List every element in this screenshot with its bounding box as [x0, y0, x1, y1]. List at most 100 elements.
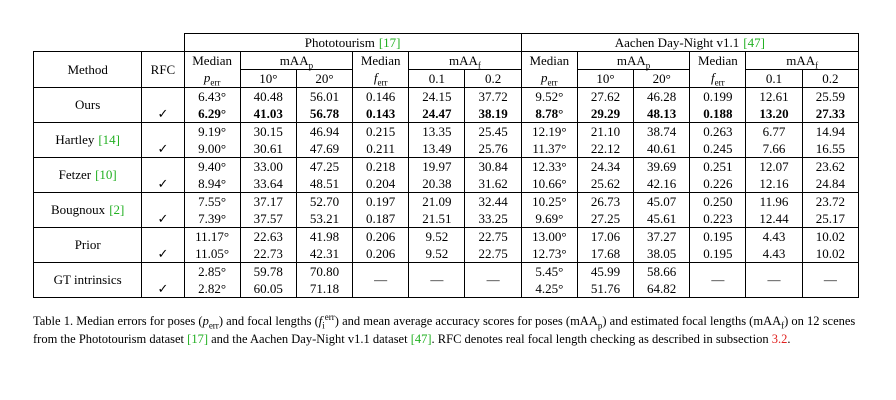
symbol: f	[373, 70, 378, 86]
value-cell: 56.78	[295, 105, 354, 123]
value-cell: 5.45°	[520, 262, 578, 280]
data-row: ✓ 8.94° 33.64 48.51 0.204 20.38 31.62 10.66° 25.…	[34, 175, 860, 193]
value-cell: 11.17°	[183, 227, 241, 245]
superscript: err	[324, 311, 335, 322]
value-cell: 40.61	[633, 140, 691, 158]
value-cell: 46.28	[633, 87, 691, 105]
rfc-cell: ✓	[141, 175, 185, 193]
value-cell: 48.13	[633, 105, 691, 123]
value-cell: 25.76	[464, 140, 522, 158]
value-cell: 2.82°	[183, 280, 241, 298]
column-subheader: perr	[183, 69, 241, 88]
value-cell: 10.66°	[520, 175, 578, 193]
rfc-cell	[141, 122, 185, 140]
method-name: Hartley [14]	[32, 122, 143, 158]
text: mAA	[616, 52, 646, 68]
data-row: ✓ 6.29° 41.03 56.78 0.143 24.47 38.19 8.78° 29.2…	[34, 105, 860, 123]
value-cell: 2.85°	[183, 262, 241, 280]
data-row: Bougnoux [2] 7.55° 37.17 52.70 0.197 21.09 32.4…	[32, 192, 860, 228]
data-row: ✓ 7.39° 37.57 53.21 0.187 21.51 33.25 9.69° 27.2…	[34, 210, 860, 228]
value-cell: 53.21	[295, 210, 354, 228]
table-body: Ours 6.43° 40.48 56.01 0.146 24.15 37.72 9.52° 2…	[32, 87, 860, 298]
text: 20°	[652, 70, 671, 86]
symbol: p	[202, 314, 209, 328]
value-cell: 40.48	[239, 87, 297, 105]
value-cell: 45.99	[576, 262, 635, 280]
text: Bougnoux	[51, 202, 106, 217]
rfc-cell: ✓	[141, 210, 185, 228]
symbol: f	[318, 314, 323, 328]
value-cell: —	[801, 262, 860, 298]
text: Fetzer	[58, 167, 92, 182]
method-name: Fetzer [10]	[32, 157, 143, 193]
value-cell: 0.188	[689, 105, 747, 123]
value-cell: 0.143	[352, 105, 410, 123]
value-cell: 24.84	[801, 175, 860, 193]
column-header: mAAf	[408, 51, 522, 70]
value-cell: 6.43°	[183, 87, 241, 105]
value-cell: 56.01	[295, 87, 354, 105]
text: ) on 12 scenes from the Phototourism dat…	[33, 314, 856, 346]
corner-cell	[34, 34, 185, 52]
data-row: ✓ 9.00° 30.61 47.69 0.211 13.49 25.76 11.37° 22.…	[34, 140, 860, 158]
citation: [47]	[410, 332, 432, 346]
value-cell: 25.62	[576, 175, 635, 193]
text: 0.1	[428, 70, 445, 86]
value-cell: 39.69	[633, 157, 691, 175]
rfc-cell	[141, 157, 185, 175]
citation: [47]	[743, 34, 765, 50]
value-cell: 25.59	[801, 87, 860, 105]
value-cell: 0.195	[689, 227, 747, 245]
value-cell: 0.218	[352, 157, 410, 175]
text: and the Aachen Day-Night v1.1 dataset	[207, 332, 411, 346]
subscript: err	[208, 320, 219, 331]
column-header: Median	[689, 51, 747, 70]
text: Median	[360, 52, 401, 68]
value-cell: 9.19°	[183, 122, 241, 140]
value-cell: 8.94°	[183, 175, 241, 193]
value-cell: 13.49	[408, 140, 466, 158]
value-cell: 22.75	[464, 245, 522, 263]
text: Hartley	[55, 132, 95, 147]
value-cell: 0.199	[689, 87, 747, 105]
value-cell: 9.69°	[520, 210, 578, 228]
value-cell: 37.57	[239, 210, 297, 228]
column-subheader: 0.1	[408, 69, 466, 88]
table-caption: Table 1. Median errors for poses (perr) …	[33, 312, 859, 348]
text: 10°	[596, 70, 615, 86]
data-row: Ours 6.43° 40.48 56.01 0.146 24.15 37.72 9.52° 2…	[32, 87, 860, 123]
subscript: p	[645, 60, 651, 71]
value-cell: 0.251	[689, 157, 747, 175]
value-cell: 70.80	[295, 262, 354, 280]
value-cell: 51.76	[576, 280, 635, 298]
value-cell: 22.75	[464, 227, 522, 245]
table-container: Phototourism [17] Aachen Day-Night v1.1 [47…	[32, 33, 860, 348]
value-cell: 24.47	[408, 105, 466, 123]
value-cell: 22.73	[239, 245, 297, 263]
group-header: Aachen Day-Night v1.1 [47]	[520, 33, 860, 52]
value-cell: 10.25°	[520, 192, 578, 210]
value-cell: 41.03	[239, 105, 297, 123]
results-table: Phototourism [17] Aachen Day-Night v1.1 [47…	[32, 33, 860, 298]
subscript: p	[308, 60, 314, 71]
subscript: err	[210, 77, 221, 88]
text: 0.2	[484, 70, 502, 86]
column-subheader: 10°	[239, 69, 297, 88]
value-cell: 46.94	[295, 122, 354, 140]
value-cell: 14.94	[801, 122, 860, 140]
text: mAA	[753, 314, 782, 328]
text: GT intrinsics	[53, 272, 122, 287]
value-cell: 52.70	[295, 192, 354, 210]
rfc-cell: ✓	[141, 280, 185, 298]
value-cell: 64.82	[633, 280, 691, 298]
value-cell: 38.19	[464, 105, 522, 123]
value-cell: 22.12	[576, 140, 635, 158]
value-cell: 12.44	[745, 210, 803, 228]
rfc-cell: ✓	[141, 140, 185, 158]
value-cell: 30.15	[239, 122, 297, 140]
value-cell: 0.204	[352, 175, 410, 193]
citation: [14]	[98, 132, 121, 147]
value-cell: 59.78	[239, 262, 297, 280]
column-subheader: 10°	[576, 69, 635, 88]
value-cell: 26.73	[576, 192, 635, 210]
